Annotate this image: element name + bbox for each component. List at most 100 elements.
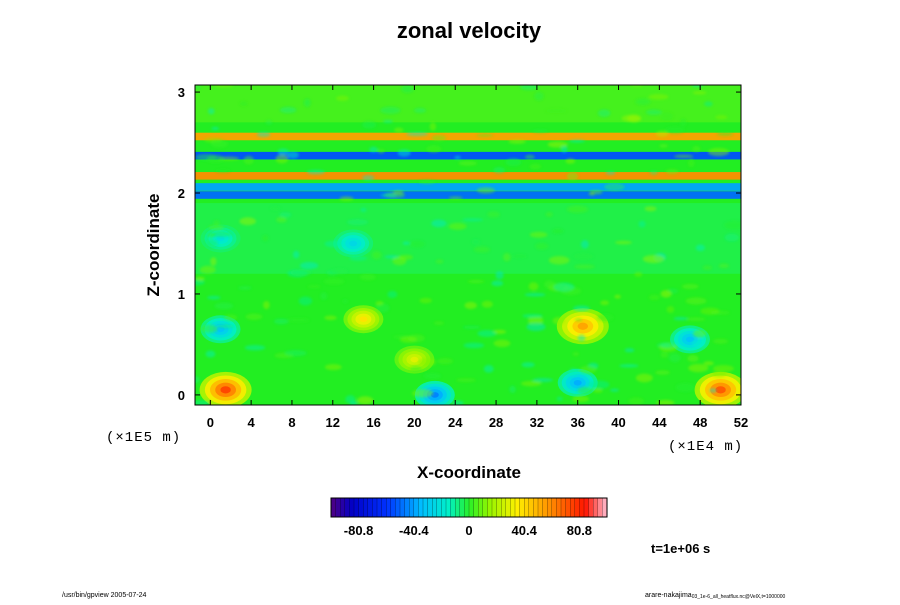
colorbar-cell-1 [335, 497, 341, 518]
texture-40 [635, 373, 653, 383]
texture-96 [660, 342, 676, 349]
texture-26 [299, 262, 319, 270]
y-axis-label: Z-coordinate [144, 194, 163, 297]
colorbar-cell-36 [496, 497, 502, 518]
texture-220 [642, 254, 665, 264]
texture-205 [534, 91, 544, 101]
texture-239 [648, 294, 660, 301]
texture-151 [548, 256, 570, 265]
texture-11 [279, 212, 292, 218]
texture-232 [423, 373, 442, 380]
texture-16 [619, 364, 639, 368]
colorbar-cell-11 [381, 497, 387, 518]
field-texture [195, 85, 741, 405]
texture-14 [464, 301, 477, 310]
texture-240 [628, 397, 644, 405]
texture-100 [359, 273, 376, 281]
texture-160 [524, 293, 546, 297]
x-tick-label-0: 0 [207, 415, 214, 430]
feature-4 [343, 305, 384, 334]
texture-185 [545, 109, 567, 113]
colorbar-cell-48 [551, 497, 557, 518]
texture-258 [213, 220, 220, 226]
texture-104 [238, 286, 252, 290]
texture-230 [244, 344, 266, 351]
texture-98 [458, 160, 478, 166]
texture-171 [471, 238, 481, 245]
colorbar-cell-45 [537, 497, 544, 518]
texture-47 [695, 244, 706, 252]
texture-3 [573, 305, 590, 312]
texture-87 [195, 400, 210, 405]
texture-202 [666, 305, 675, 314]
colorbar-cell-54 [579, 497, 585, 518]
feature-7-ring-1 [685, 336, 694, 343]
colorbar-cell-8 [367, 497, 373, 518]
texture-126 [526, 322, 546, 332]
texture-86 [604, 182, 625, 191]
texture-186 [687, 158, 695, 168]
texture-144 [487, 211, 500, 218]
texture-183 [648, 94, 669, 100]
jet-band-1 [195, 183, 741, 191]
texture-132 [522, 313, 543, 318]
colorbar-cell-5 [353, 497, 360, 518]
texture-193 [521, 362, 535, 368]
colorbar-cell-18 [413, 497, 419, 518]
texture-215 [660, 112, 674, 121]
texture-125 [306, 169, 326, 175]
colorbar-cell-33 [482, 497, 488, 518]
texture-110 [655, 370, 670, 375]
colorbar-cell-32 [478, 497, 484, 518]
texture-161 [245, 313, 263, 320]
texture-33 [357, 396, 374, 405]
feature-0-ring-1 [577, 322, 589, 330]
texture-248 [456, 378, 476, 383]
texture-166 [270, 206, 281, 211]
texture-201 [394, 127, 404, 133]
texture-124 [205, 350, 216, 358]
texture-152 [216, 324, 234, 329]
texture-198 [687, 354, 699, 363]
texture-197 [239, 217, 257, 226]
feature-1 [199, 371, 252, 405]
texture-150 [210, 257, 217, 266]
texture-78 [454, 155, 461, 160]
texture-129 [577, 334, 586, 342]
texture-237 [324, 240, 343, 248]
colorbar-cell-47 [547, 497, 553, 518]
texture-252 [664, 126, 685, 134]
texture-134 [435, 259, 444, 264]
texture-241 [290, 269, 312, 277]
texture-122 [675, 383, 695, 392]
texture-92 [566, 172, 579, 181]
texture-43 [195, 276, 205, 281]
texture-13 [436, 358, 454, 365]
colorbar-ticks: -80.8 -40.4 0 40.4 80.8 [344, 523, 592, 538]
texture-217 [207, 295, 221, 300]
texture-29 [656, 399, 675, 405]
colorbar-cell-20 [422, 497, 429, 518]
colorbar-cell-37 [501, 497, 507, 518]
texture-159 [360, 207, 367, 213]
texture-137 [638, 220, 646, 228]
mid-region [195, 203, 741, 274]
texture-210 [673, 316, 688, 321]
texture-245 [476, 133, 494, 137]
texture-19 [688, 363, 709, 373]
texture-101 [277, 148, 289, 156]
texture-207 [275, 154, 289, 164]
colorbar-cell-55 [583, 497, 590, 518]
footer-right: arare-nakajima03_1e-6_all_heatflux.nc@Ve… [645, 592, 786, 600]
texture-17 [406, 131, 429, 137]
texture-227 [483, 364, 494, 373]
texture-84 [380, 193, 397, 198]
colorbar-cell-4 [349, 497, 355, 518]
texture-255 [707, 147, 730, 157]
texture-27 [581, 240, 589, 249]
texture-222 [655, 130, 669, 137]
jet-bands [195, 132, 741, 199]
texture-188 [412, 389, 434, 398]
colorbar-cell-9 [372, 497, 378, 518]
texture-37 [462, 325, 481, 329]
